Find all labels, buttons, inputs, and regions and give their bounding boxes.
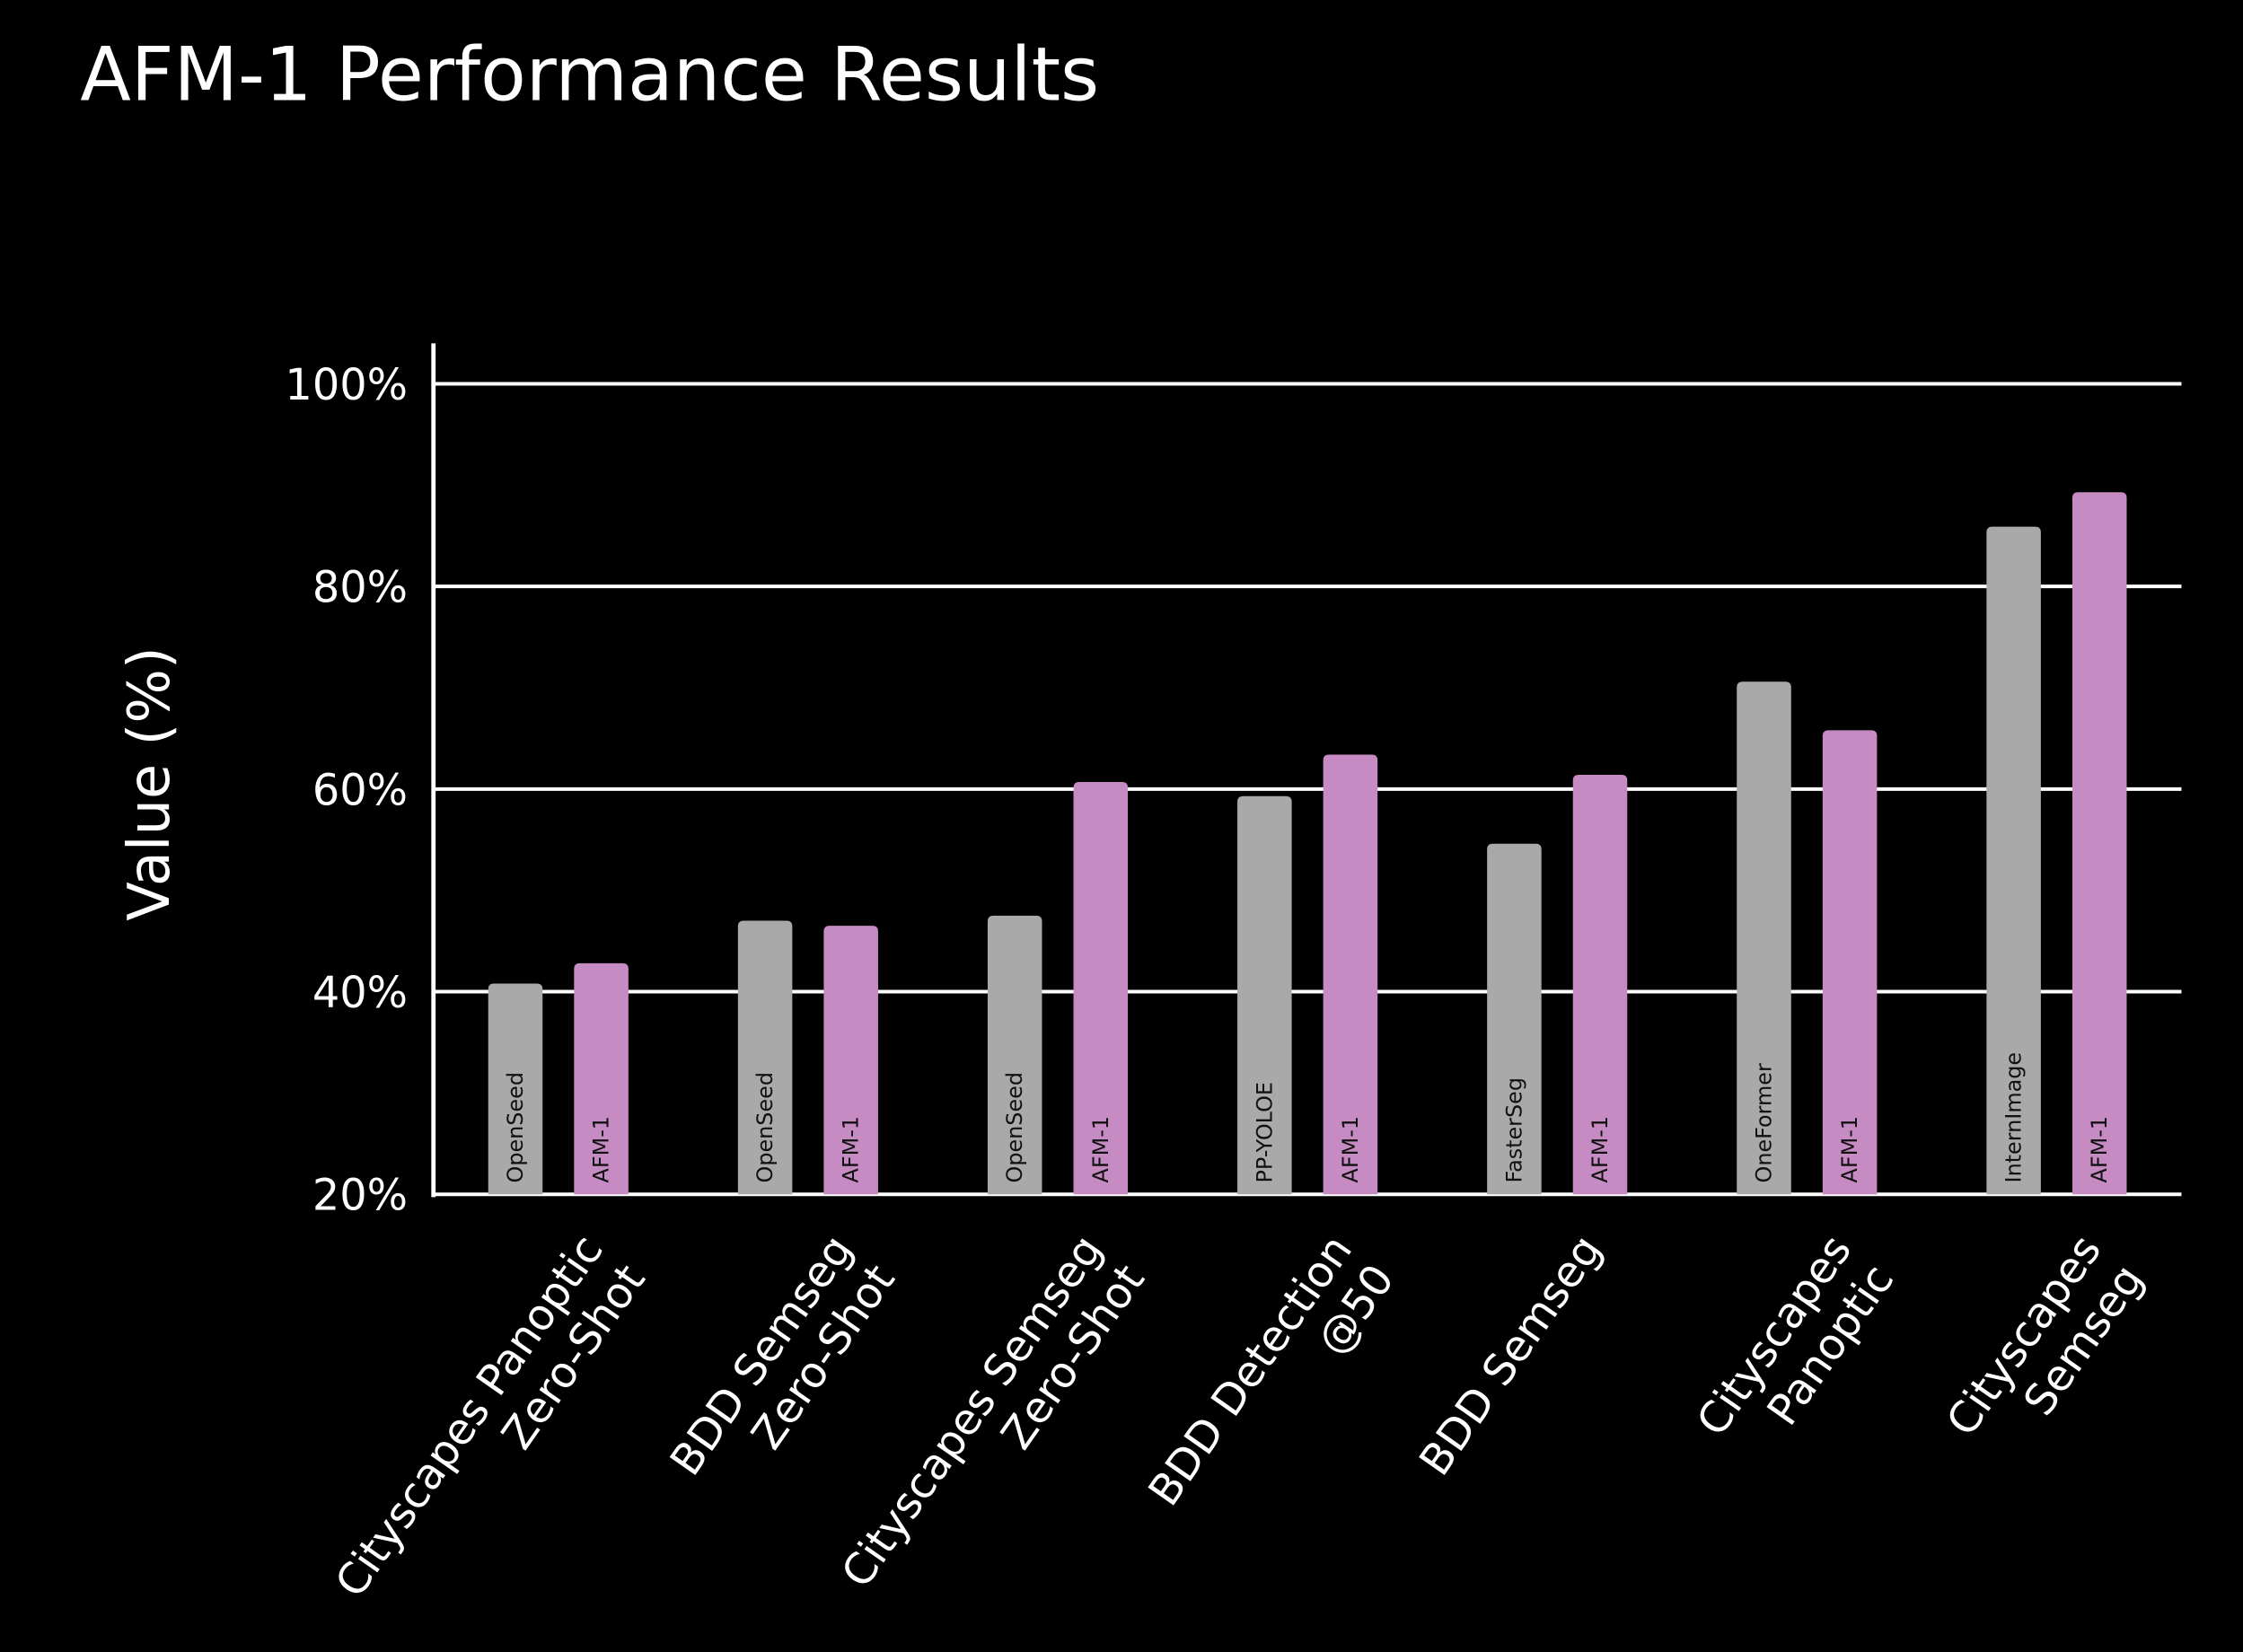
bar <box>1572 775 1628 1195</box>
y-tick-label: 100% <box>285 361 408 410</box>
bar <box>1986 526 2041 1195</box>
bar <box>987 915 1042 1195</box>
y-tick-label: 60% <box>312 766 408 815</box>
bar-label: OneFormer <box>1751 1063 1776 1182</box>
bar-label: AFM-1 <box>1588 1116 1613 1182</box>
bar-label: AFM-1 <box>1338 1116 1363 1182</box>
bar <box>1237 795 1292 1195</box>
bar <box>737 920 793 1195</box>
y-tick-label: 20% <box>312 1172 408 1221</box>
bar-label: FasterSeg <box>1501 1077 1526 1182</box>
chart-title: AFM-1 Performance Results <box>80 31 1099 119</box>
bar-label: OpenSeed <box>503 1072 528 1182</box>
y-tick-label: 80% <box>312 564 408 613</box>
y-axis-title: Value (%) <box>117 646 183 921</box>
bar-label: InternImage <box>2001 1052 2027 1183</box>
bar-label: AFM-1 <box>839 1116 864 1182</box>
bar <box>574 962 629 1195</box>
bar <box>1737 681 1791 1195</box>
bar <box>1323 754 1378 1195</box>
bar-label: AFM-1 <box>2087 1116 2112 1182</box>
bar-label: OpenSeed <box>1002 1072 1027 1182</box>
bar-label: PP-YOLOE <box>1252 1082 1277 1182</box>
bar-label: AFM-1 <box>1837 1116 1862 1182</box>
bar-label: AFM-1 <box>1088 1116 1113 1182</box>
bar-label: OpenSeed <box>752 1072 778 1182</box>
bar-label: AFM-1 <box>589 1116 614 1182</box>
y-tick-label: 40% <box>312 969 408 1018</box>
bar <box>488 983 543 1195</box>
bar <box>1487 843 1542 1195</box>
bar <box>1822 730 1878 1195</box>
bar <box>1073 781 1129 1195</box>
bar <box>2071 492 2127 1195</box>
bar <box>823 926 878 1195</box>
